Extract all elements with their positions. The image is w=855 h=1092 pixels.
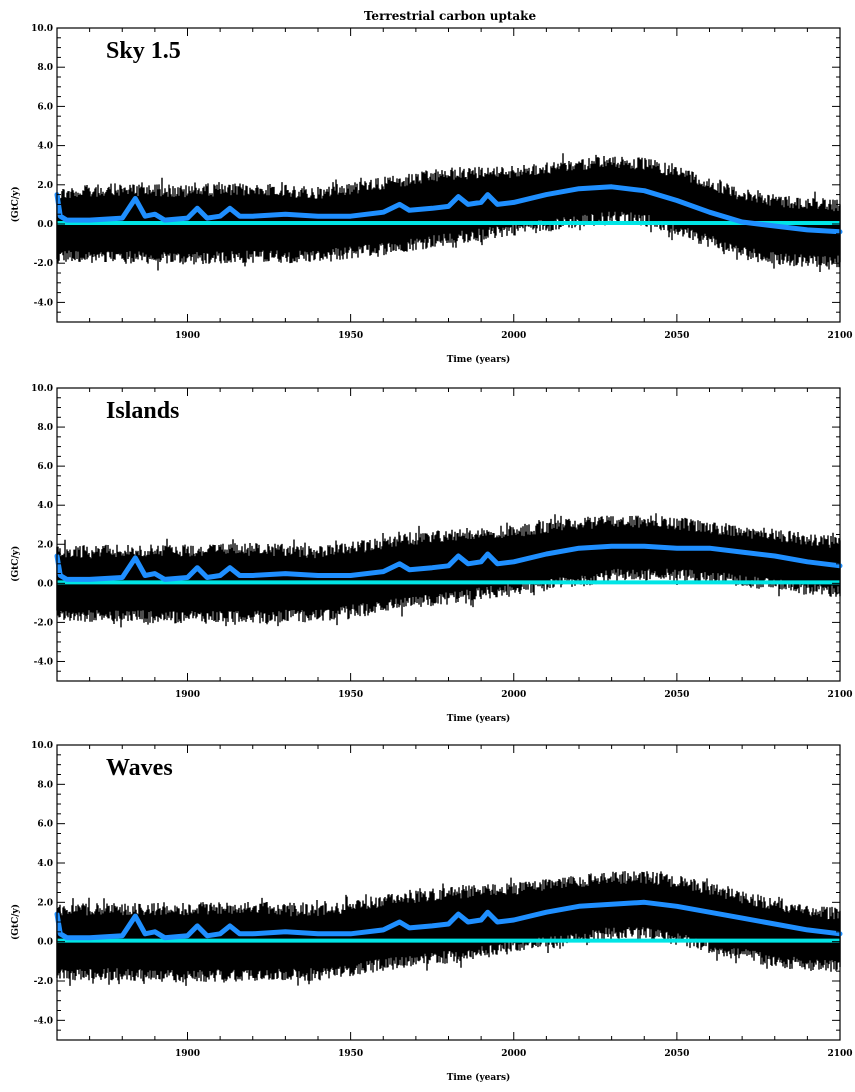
x-tick-label: 2100: [827, 690, 852, 700]
x-tick-label: 1900: [175, 331, 200, 341]
y-tick-label: 4.0: [37, 501, 53, 511]
x-tick-label: 2000: [501, 331, 526, 341]
x-tick-label: 1900: [175, 690, 200, 700]
x-tick-label: 2100: [827, 1049, 852, 1059]
noise-band: [56, 153, 841, 272]
x-tick-label: 1950: [338, 1049, 363, 1059]
mean-series-line: [54, 543, 843, 582]
y-tick-label: 4.0: [37, 142, 53, 152]
y-tick-label: -2.0: [34, 618, 53, 628]
noise-spikes: [56, 871, 841, 986]
x-tick-label: 2050: [664, 1049, 689, 1059]
panel-label: Islands: [106, 398, 179, 424]
y-tick-label: -2.0: [34, 977, 53, 987]
x-tick-label: 2000: [501, 690, 526, 700]
mean-series-line: [54, 184, 843, 235]
x-axis-label: Time (years): [447, 1072, 511, 1083]
noise-spikes: [56, 513, 841, 628]
x-tick-label: 1950: [338, 331, 363, 341]
chart-panel-1: -4.0 -2.0 0.0 2.0 4.0 6.0 8.0 10.0 1900 1950 2000 2…: [10, 24, 853, 365]
y-tick-label: 8.0: [37, 423, 53, 433]
y-tick-label: 0.0: [37, 220, 53, 230]
chart-panel-2: -4.0 -2.0 0.0 2.0 4.0 6.0 8.0 10.0 1900 1950 2000 2…: [10, 384, 853, 724]
y-tick-label: -4.0: [34, 1016, 53, 1026]
mean-series-line: [54, 899, 843, 941]
y-tick-label: 0.0: [37, 938, 53, 948]
noise-band: [56, 871, 841, 986]
y-tick-label: 6.0: [37, 102, 53, 112]
y-tick-label: 0.0: [37, 579, 53, 589]
panel-label: Sky 1.5: [106, 38, 181, 64]
y-tick-label: 4.0: [37, 859, 53, 869]
figure-title: Terrestrial carbon uptake: [364, 9, 537, 23]
x-tick-label: 2100: [827, 331, 852, 341]
y-tick-label: -2.0: [34, 259, 53, 269]
y-tick-label: 2.0: [37, 898, 53, 908]
plot-frame: [56, 27, 841, 323]
y-axis-label: (GtC/y): [10, 546, 21, 582]
y-tick-label: 6.0: [37, 462, 53, 472]
y-tick-label: -4.0: [34, 657, 53, 667]
x-axis-label: Time (years): [447, 354, 511, 365]
x-axis-label: Time (years): [447, 713, 511, 724]
y-tick-label: 6.0: [37, 820, 53, 830]
y-tick-label: 8.0: [37, 63, 53, 73]
chart-panel-3: -4.0 -2.0 0.0 2.0 4.0 6.0 8.0 10.0 1900 1950 2000 2…: [10, 741, 853, 1083]
y-axis-label: (GtC/y): [10, 904, 21, 940]
panel-label: Waves: [106, 755, 173, 781]
y-tick-label: 2.0: [37, 181, 53, 191]
x-tick-label: 1900: [175, 1049, 200, 1059]
y-tick-label: -4.0: [34, 298, 53, 308]
y-tick-label: 8.0: [37, 780, 53, 790]
x-tick-label: 2050: [664, 690, 689, 700]
x-tick-label: 1950: [338, 690, 363, 700]
x-tick-label: 2050: [664, 331, 689, 341]
y-tick-label: 2.0: [37, 540, 53, 550]
noise-spikes: [56, 153, 841, 272]
y-tick-label: 10.0: [31, 741, 53, 751]
y-tick-label: 10.0: [31, 24, 53, 34]
x-tick-label: 2000: [501, 1049, 526, 1059]
noise-band: [56, 513, 841, 628]
y-tick-label: 10.0: [31, 384, 53, 394]
y-axis-label: (GtC/y): [10, 186, 21, 222]
